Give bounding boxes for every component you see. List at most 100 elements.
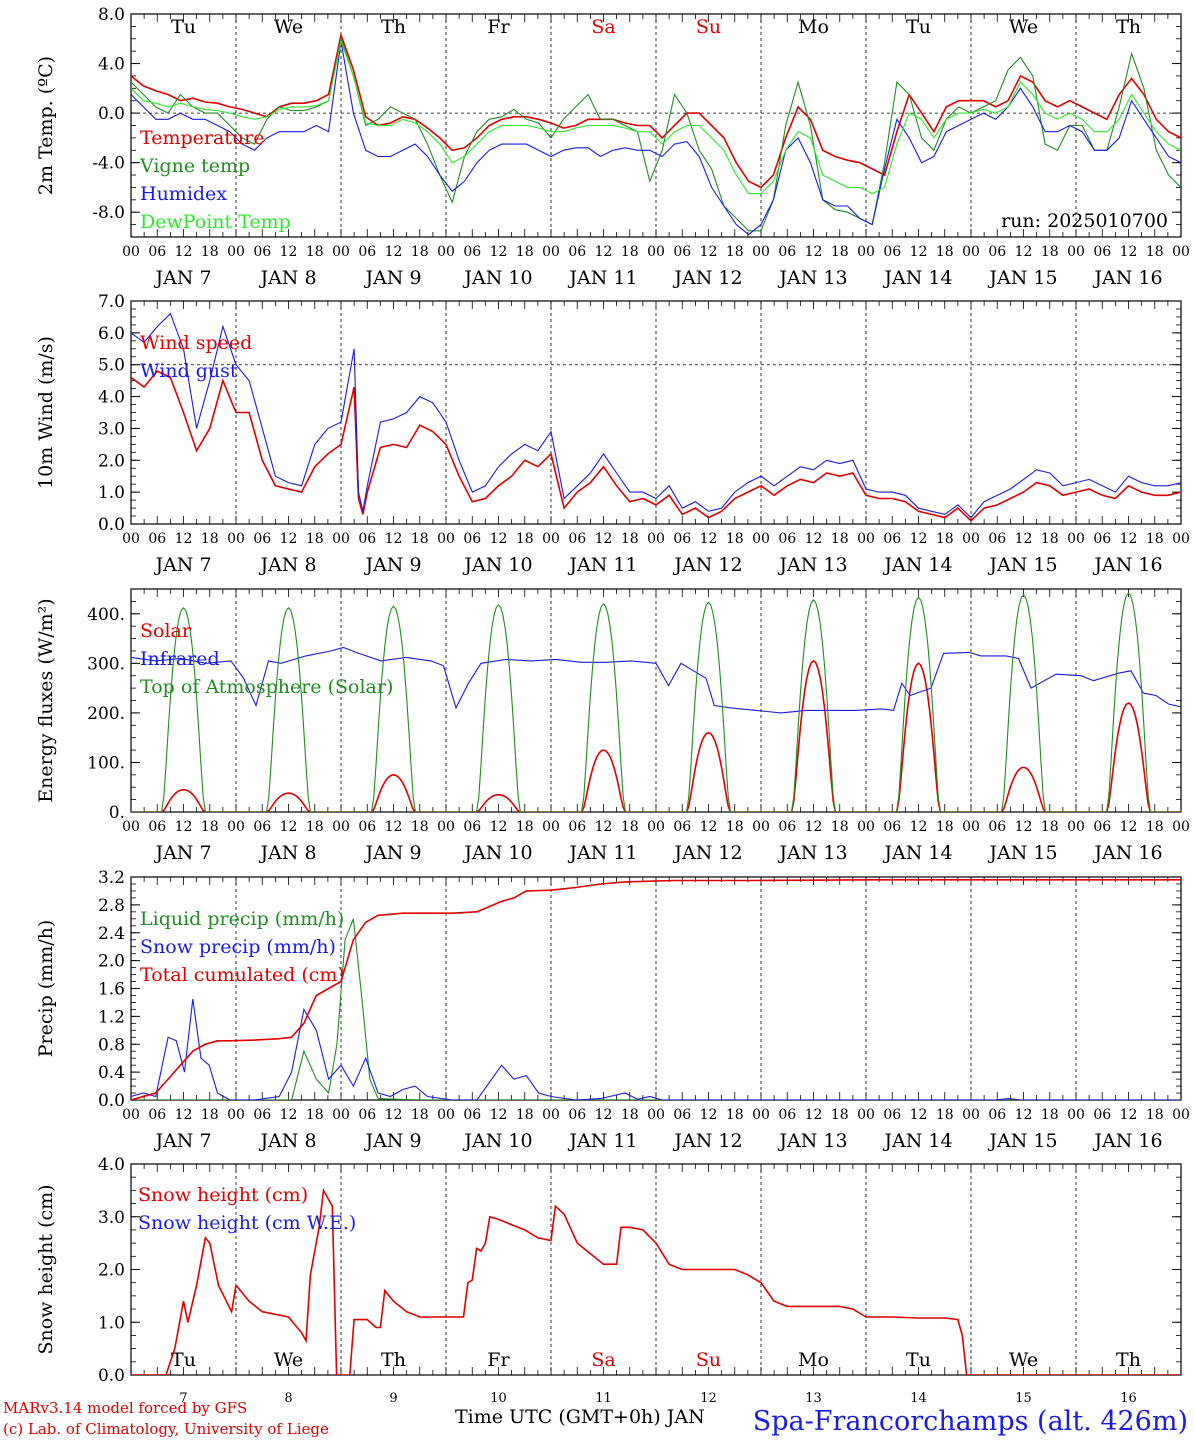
- x-hour-label: 12: [1015, 531, 1033, 547]
- x-hour-label: 00: [122, 244, 140, 260]
- x-hour-label: 12: [385, 819, 403, 835]
- x-hour-label: 12: [595, 531, 613, 547]
- x-hour-label: 06: [463, 244, 481, 260]
- x-hour-label: 18: [621, 819, 639, 835]
- x-hour-label: 12: [385, 531, 403, 547]
- x-date-label: JAN 13: [777, 842, 847, 864]
- x-hour-label: 00: [752, 819, 770, 835]
- x-date-label: JAN 12: [672, 267, 742, 289]
- day-name-label: Tu: [906, 16, 931, 38]
- x-date-label: JAN 10: [462, 1130, 532, 1152]
- x-date-label: JAN 16: [1092, 1130, 1162, 1152]
- x-hour-label: 12: [910, 819, 928, 835]
- x-hour-label: 12: [910, 1107, 928, 1123]
- series-line-wind-speed: [131, 370, 1181, 522]
- x-date-label: JAN 15: [987, 842, 1057, 864]
- x-date-label: JAN 7: [153, 267, 211, 289]
- y-tick-label: 4.0: [98, 388, 125, 408]
- x-date-label: JAN 7: [153, 1130, 211, 1152]
- x-hour-label: 00: [542, 1107, 560, 1123]
- y-tick-label: 1.0: [98, 483, 125, 503]
- y-tick-label: 0.0: [98, 104, 125, 124]
- x-hour-label: 00: [962, 1107, 980, 1123]
- plot-frame: [130, 13, 1182, 238]
- y-tick-label: 8.0: [98, 5, 125, 25]
- x-hour-label: 18: [411, 244, 429, 260]
- x-date-label: JAN 15: [987, 554, 1057, 576]
- x-hour-label: 00: [1172, 244, 1190, 260]
- series-line-solar: [131, 659, 1181, 812]
- x-date-label: JAN 9: [363, 267, 421, 289]
- x-date-label: JAN 8: [258, 1130, 316, 1152]
- x-hour-label: 12: [805, 819, 823, 835]
- x-hour-label: 12: [700, 1107, 718, 1123]
- series-line-temperature: [131, 32, 1181, 189]
- x-hour-label: 12: [805, 1107, 823, 1123]
- plot-frame: [130, 588, 1182, 813]
- x-hour-label: 00: [332, 531, 350, 547]
- x-hour-label: 18: [1146, 819, 1164, 835]
- day-name-label: We: [1009, 1349, 1038, 1371]
- x-hour-label: 18: [936, 531, 954, 547]
- y-tick-label: 3.0: [98, 1208, 125, 1228]
- x-date-label: JAN 15: [987, 1130, 1057, 1152]
- x-hour-label: 18: [1146, 531, 1164, 547]
- x-hour-label: 00: [122, 819, 140, 835]
- x-hour-label: 06: [673, 1107, 691, 1123]
- x-date-label: JAN 16: [1092, 842, 1162, 864]
- x-hour-label: 06: [568, 244, 586, 260]
- x-hour-label: 00: [437, 1107, 455, 1123]
- credit-model: MARv3.14 model forced by GFS: [3, 1399, 247, 1417]
- x-hour-label: 18: [621, 1107, 639, 1123]
- x-hour-label: 12: [700, 819, 718, 835]
- day-name-label: Th: [381, 16, 406, 38]
- y-tick-label: 0.0: [98, 1091, 125, 1111]
- legend-entry: Temperature: [140, 127, 264, 149]
- x-hour-label: 18: [306, 531, 324, 547]
- day-name-label: We: [274, 16, 303, 38]
- x-hour-label: 00: [857, 1107, 875, 1123]
- day-name-label: Sa: [591, 16, 615, 38]
- x-hour-label: 06: [1093, 819, 1111, 835]
- series-line-vigne-temp: [131, 36, 1181, 232]
- x-hour-label: 00: [332, 1107, 350, 1123]
- y-tick-label: 4.0: [98, 55, 125, 75]
- x-day-number: 7: [179, 1391, 187, 1406]
- x-hour-label: 06: [463, 819, 481, 835]
- x-date-label: JAN 14: [882, 842, 952, 864]
- x-hour-label: 12: [1120, 244, 1138, 260]
- x-hour-label: 12: [595, 819, 613, 835]
- x-date-label: JAN 12: [672, 1130, 742, 1152]
- x-hour-label: 00: [1067, 1107, 1085, 1123]
- panel-1: 8.0 4.0 0.0 -4.0 -8.0 2m Temp. (ºC) 00 06 12 18 JA…: [35, 5, 1190, 289]
- day-name-label: Fr: [487, 1349, 510, 1371]
- x-hour-label: 06: [1093, 531, 1111, 547]
- x-hour-label: 18: [306, 1107, 324, 1123]
- x-hour-label: 12: [175, 1107, 193, 1123]
- x-hour-label: 18: [201, 531, 219, 547]
- x-hour-label: 18: [1041, 531, 1059, 547]
- x-day-number: 13: [805, 1391, 822, 1406]
- x-hour-label: 12: [1120, 531, 1138, 547]
- plot-frame: [130, 300, 1182, 525]
- x-hour-label: 18: [306, 819, 324, 835]
- series-line-liquid-precip-mm-h-: [131, 918, 1181, 1100]
- x-hour-label: 06: [778, 1107, 796, 1123]
- x-date-label: JAN 13: [777, 1130, 847, 1152]
- x-hour-label: 06: [568, 819, 586, 835]
- x-hour-label: 00: [647, 244, 665, 260]
- series-line-dewpoint-temp: [131, 39, 1181, 195]
- series-group: [131, 592, 1181, 812]
- legend-entry: Total cumulated (cm): [140, 964, 345, 986]
- x-hour-label: 06: [358, 819, 376, 835]
- x-hour-label: 00: [542, 244, 560, 260]
- x-date-label: JAN 8: [258, 842, 316, 864]
- x-hour-label: 00: [1172, 1107, 1190, 1123]
- day-name-label: Th: [1116, 16, 1141, 38]
- x-hour-label: 06: [253, 244, 271, 260]
- x-hour-label: 00: [227, 531, 245, 547]
- x-hour-label: 06: [568, 531, 586, 547]
- x-hour-label: 06: [148, 531, 166, 547]
- x-hour-label: 12: [490, 1107, 508, 1123]
- x-hour-label: 06: [463, 531, 481, 547]
